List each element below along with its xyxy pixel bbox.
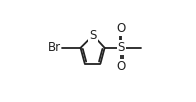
Text: S: S [89, 29, 97, 42]
Text: S: S [118, 41, 125, 54]
Text: O: O [117, 23, 126, 35]
Text: Br: Br [48, 41, 62, 54]
Text: O: O [117, 60, 126, 73]
